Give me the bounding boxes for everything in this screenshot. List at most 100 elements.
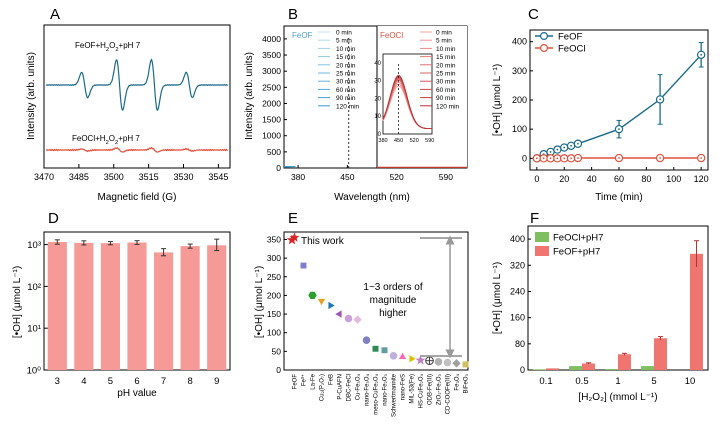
panel-e-point (328, 301, 335, 310)
panel-b-ytick-label: 0 (276, 163, 281, 173)
panel-e-point (317, 298, 326, 306)
panel-e-point (398, 352, 407, 359)
panel-c-ytick-label: 100 (512, 124, 527, 134)
panel-e-annotation-line: 1~3 orders of (363, 282, 422, 293)
panel-b-xtick-label: 450 (340, 172, 354, 182)
panel-a-curve-0 (45, 58, 228, 111)
panel-c-letter: C (528, 6, 539, 23)
panel-c-xtick-label: 60 (614, 174, 624, 184)
panel-d-ytick-label: 10³ (27, 240, 41, 251)
panel-e-xtick-label: HS-CuFe₂O₄ (419, 373, 425, 408)
panel-e-xtick-label: FeB (329, 374, 335, 385)
panel-b-inset-legend-label: 0 min (436, 30, 452, 37)
panel-e-xtick-label: nano-Fe₂O₃ (383, 373, 389, 405)
panel-f-ytick-label: 0 (520, 365, 525, 375)
panel-e-ytick-label: 50 (272, 346, 282, 356)
panel-c-point-dot (563, 146, 566, 149)
panel-e-annotation-line: higher (379, 308, 407, 319)
panel-e-ylabel: [•OH] (μmol L⁻¹) (254, 266, 265, 338)
panel-f-ytick-label: 160 (510, 313, 525, 323)
panel-b-inset-legend-label: 120 min (436, 103, 460, 110)
panel-c-xtick-label: 80 (641, 174, 651, 184)
panel-f-xlabel: [H₂O₂] (mmol L⁻¹) (578, 392, 657, 403)
panel-a: A 3470 3485 3500 3515 3530 3545 Magnetic fiel… (26, 6, 231, 203)
panel-e-xtick-label: nano-Fe₃O₄ (365, 373, 371, 405)
panel-e-point (335, 310, 342, 318)
panel-f-xtick-label: 5 (651, 376, 656, 387)
panel-b-ytick-label: 1500 (262, 115, 281, 125)
panel-f-bar-1 (654, 338, 667, 370)
panel-d-bar (47, 242, 67, 370)
panel-b-inset-xtick-label: 380 (378, 138, 387, 144)
panel-e: E 0 50 100 150 200 250 300 350 FeOF Fe³⁺ La-Fe Cu₂… (254, 210, 470, 417)
panel-c-line-0 (536, 54, 702, 159)
panel-f-legend-swatch (535, 246, 549, 256)
panel-f-letter: F (530, 210, 539, 227)
panel-c-point-dot (556, 157, 559, 160)
panel-f-legend-swatch (535, 232, 549, 242)
panel-e-frame (283, 231, 469, 371)
panel-c-point-dot (549, 157, 552, 160)
panel-c-ytick-label: 400 (512, 37, 527, 47)
panel-c-xtick-label: 100 (666, 174, 681, 184)
panel-b-legend-label: 120 min (336, 103, 360, 110)
panel-e-xtick-label: BiFeO₃ (464, 373, 470, 393)
panel-e-xtick-label: Cu₂(P₂O₇) (320, 374, 326, 401)
panel-b-inset-legend-label: 15 min (436, 54, 456, 61)
panel-b-ytick-label: 4000 (262, 34, 281, 44)
panel-b: B 0 500 1000 1500 2000 2500 3000 3500 4000 380 450… (244, 6, 468, 203)
panel-c-xlabel: Time (min) (595, 192, 642, 203)
panel-e-point (353, 315, 362, 324)
panel-c-point-dot (577, 157, 579, 159)
panel-b-curves (284, 37, 350, 168)
panel-b-letter: B (288, 6, 298, 23)
panel-c-point-dot (577, 142, 579, 145)
panel-a-curve-1 (45, 146, 228, 153)
panel-e-axes: 0 50 100 150 200 250 300 350 (267, 234, 287, 375)
panel-e-legend-label: This work (301, 236, 345, 247)
panel-f-ytick-label: 320 (510, 260, 525, 270)
panel-e-point (452, 359, 461, 368)
panel-b-label-feof: FeOF (292, 31, 313, 40)
panel-b-legend-label: 0 min (336, 30, 352, 37)
panel-c-point-dot (700, 157, 703, 159)
panel-c-xtick-label: 20 (559, 174, 569, 184)
panel-b-ytick-label: 3000 (262, 66, 281, 76)
panel-e-point (415, 355, 426, 365)
panel-b-xlabel: Wavelength (nm) (334, 192, 410, 203)
panel-d-xtick-label: 5 (108, 376, 113, 387)
panel-e-xtick-label: Schwertmannite (392, 373, 398, 417)
panel-f-bar-0 (605, 369, 618, 370)
panel-b-inset-curve (382, 74, 432, 129)
panel-e-ytick-label: 200 (267, 290, 281, 300)
panel-b-legend-label: 90 min (336, 95, 356, 102)
panel-e-point (372, 345, 379, 352)
panel-b-inset-xtick-label: 450 (394, 138, 403, 144)
panel-b-inset-ytick-label: 10 (374, 114, 381, 120)
panel-d-axes: 10⁰ 10¹ 10² 10³ (27, 240, 48, 377)
panel-b-inset-legend-label: 20 min (436, 62, 456, 69)
panel-b-inset-ytick-label: 40 (374, 61, 381, 67)
panel-b-inset-legend-label: 10 min (436, 46, 456, 53)
panel-a-xtick-label: 3485 (69, 172, 89, 182)
panel-e-ytick-label: 150 (267, 309, 281, 319)
panel-c-legend-label: FeOF (558, 32, 582, 43)
panel-b-xtick-label: 590 (439, 172, 453, 182)
panel-e-point (289, 232, 300, 242)
panel-e-xtick-label: ZrO₂-Fe₂O₃ (437, 373, 443, 405)
panel-e-legend-star (286, 234, 298, 245)
panel-a-xtick-label: 3500 (104, 172, 124, 182)
panel-f-xtick-label: 1 (615, 376, 620, 387)
panel-d-xtick-label: 9 (214, 376, 219, 387)
panel-b-inset-xtick-label: 520 (410, 138, 419, 144)
panel-f-bar-1 (618, 354, 631, 370)
panel-f-bar-1 (690, 253, 703, 370)
panel-d-xtick-label: 7 (161, 376, 166, 387)
panel-d-ytick-label: 10¹ (27, 324, 41, 335)
panel-d-bar (154, 252, 174, 370)
panel-b-ytick-label: 1000 (262, 131, 281, 141)
panel-c-point-dot (659, 98, 661, 101)
